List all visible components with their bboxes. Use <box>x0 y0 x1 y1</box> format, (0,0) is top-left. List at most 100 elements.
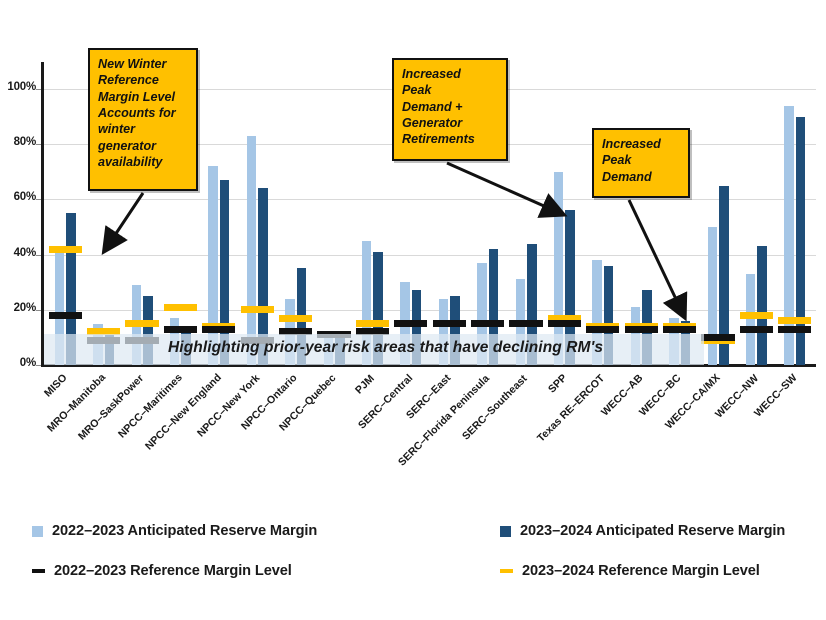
reference-margin-marker-prev <box>778 325 812 333</box>
x-tick-label-text: MISO <box>42 371 70 400</box>
legend-square-icon <box>500 525 511 537</box>
callout-1-line-6: generator <box>98 138 157 153</box>
y-tick-mark <box>36 254 42 256</box>
x-tick-label: MISO <box>42 372 70 400</box>
legend-item[interactable]: 2022–2023 Reference Margin Level <box>32 563 292 579</box>
legend-item[interactable]: 2023–2024 Reference Margin Level <box>500 563 760 579</box>
bar-prev-year <box>592 260 602 365</box>
x-tick-label: SERC–Southeast <box>460 372 530 442</box>
callout-2-line-3: Demand + <box>402 99 463 114</box>
reference-margin-marker-prev <box>278 328 313 336</box>
reference-margin-marker-curr <box>278 314 313 322</box>
plot-area: 0% 20% 40% 60% 80% 100% Highlighting prior-ye… <box>0 48 826 484</box>
bar-curr-year <box>565 210 575 365</box>
reference-margin-marker-curr <box>739 311 774 319</box>
reference-margin-marker-prev <box>355 328 390 336</box>
y-tick-label: 100% <box>7 81 36 93</box>
callout-2-line-2: Peak <box>402 83 432 98</box>
bar-curr-year <box>373 251 383 365</box>
legend-item[interactable]: 2023–2024 Anticipated Reserve Margin <box>500 523 785 539</box>
gridline <box>44 254 816 256</box>
reference-margin-marker-prev <box>163 325 198 333</box>
callout-winter-rml: New Winter Reference Margin Level Accoun… <box>88 48 198 191</box>
callout-1-line-2: Reference <box>98 73 159 88</box>
y-tick-mark <box>36 309 42 311</box>
bar-curr-year <box>488 249 499 365</box>
bar-curr-year <box>219 180 230 365</box>
bar-curr-year <box>411 290 422 365</box>
bar-curr-year <box>527 243 537 365</box>
reference-margin-marker-prev <box>739 325 774 333</box>
callout-1-line-5: winter <box>98 122 136 137</box>
reference-margin-marker-curr <box>547 314 582 322</box>
y-tick-mark <box>36 199 42 201</box>
bar-prev-year <box>54 249 65 365</box>
chart-legend: 2022–2023 Anticipated Reserve Margin 2023… <box>0 515 826 605</box>
reference-margin-marker-curr <box>778 317 812 325</box>
callout-2-line-5: Retirements <box>402 132 475 147</box>
callout-peak-demand: Increased Peak Demand <box>592 128 690 198</box>
reference-margin-marker-curr <box>86 328 121 336</box>
bar-curr-year <box>143 296 153 365</box>
x-axis-labels: MISO MRO–Manitoba MRO–SaskPower NPCC–Mariti… <box>0 364 826 484</box>
x-tick-label: PJM <box>353 372 377 396</box>
bar-prev-year <box>745 273 756 365</box>
bar-prev-year <box>707 227 717 365</box>
callout-3-line-3: Demand <box>602 169 652 184</box>
y-tick-label: 40% <box>13 246 37 259</box>
legend-label: 2022–2023 Reference Margin Level <box>54 563 292 579</box>
reference-margin-marker-prev <box>48 311 82 319</box>
bar-prev-year <box>246 135 257 365</box>
legend-dash-icon <box>500 569 513 573</box>
reference-margin-marker-prev <box>701 333 735 341</box>
callout-2-line-1: Increased <box>402 67 461 81</box>
callout-2-line-4: Generator <box>402 116 463 131</box>
y-tick-mark <box>36 144 42 146</box>
x-tick-label-text: NPCC–New England <box>142 371 224 453</box>
reference-margin-marker-prev <box>547 320 582 328</box>
reference-margin-marker-curr <box>125 320 159 328</box>
x-tick-label: Texas RE–ERCOT <box>535 372 607 444</box>
legend-label: 2023–2024 Reference Margin Level <box>522 563 760 579</box>
y-tick-label: 0% <box>19 357 36 369</box>
bar-curr-year <box>757 246 767 365</box>
y-axis-line <box>41 62 44 366</box>
legend-label: 2022–2023 Anticipated Reserve Margin <box>52 523 318 539</box>
reference-margin-marker-prev <box>586 325 620 333</box>
x-tick-label: SPP <box>546 372 569 395</box>
gridline <box>44 199 816 201</box>
callout-1-line-1: New Winter <box>98 57 167 71</box>
callout-3-line-1: Increased <box>602 137 661 151</box>
callout-peak-demand-retirements: Increased Peak Demand + Generator Retire… <box>392 58 508 161</box>
x-tick-label: NPCC–New England <box>143 372 224 453</box>
bar-prev-year <box>553 171 564 365</box>
x-tick-label-text: Texas RE–ERCOT <box>535 372 608 445</box>
legend-item[interactable]: 2022–2023 Anticipated Reserve Margin <box>32 523 317 539</box>
bar-prev-year <box>477 262 487 365</box>
reference-margin-marker-prev <box>624 325 658 333</box>
reference-margin-marker-curr <box>355 320 390 328</box>
reference-margin-marker-curr <box>240 306 274 314</box>
x-tick-label-text: SPP <box>545 371 570 396</box>
reference-margin-marker-curr <box>48 245 82 253</box>
reference-margin-marker-prev <box>432 320 466 328</box>
y-tick-label: 20% <box>13 301 37 314</box>
bar-prev-year <box>784 105 794 365</box>
x-axis-line <box>41 364 816 367</box>
x-tick-label-text: SERC–Southeast <box>460 372 531 443</box>
bar-curr-year <box>450 296 460 365</box>
reference-margin-marker-curr <box>163 303 198 311</box>
callout-1-line-3: Margin Level <box>98 89 175 104</box>
bar-prev-year <box>208 166 218 365</box>
legend-dash-icon <box>32 569 45 573</box>
callout-3-line-2: Peak <box>602 153 632 168</box>
callout-1-line-7: availability <box>98 155 163 170</box>
y-tick-label: 60% <box>13 191 37 204</box>
bar-prev-year <box>361 240 372 365</box>
bar-prev-year <box>438 298 449 365</box>
bar-curr-year <box>719 185 729 365</box>
callout-1-line-4: Accounts for <box>98 106 176 121</box>
y-tick-mark <box>36 365 42 366</box>
highlight-band <box>44 334 704 365</box>
